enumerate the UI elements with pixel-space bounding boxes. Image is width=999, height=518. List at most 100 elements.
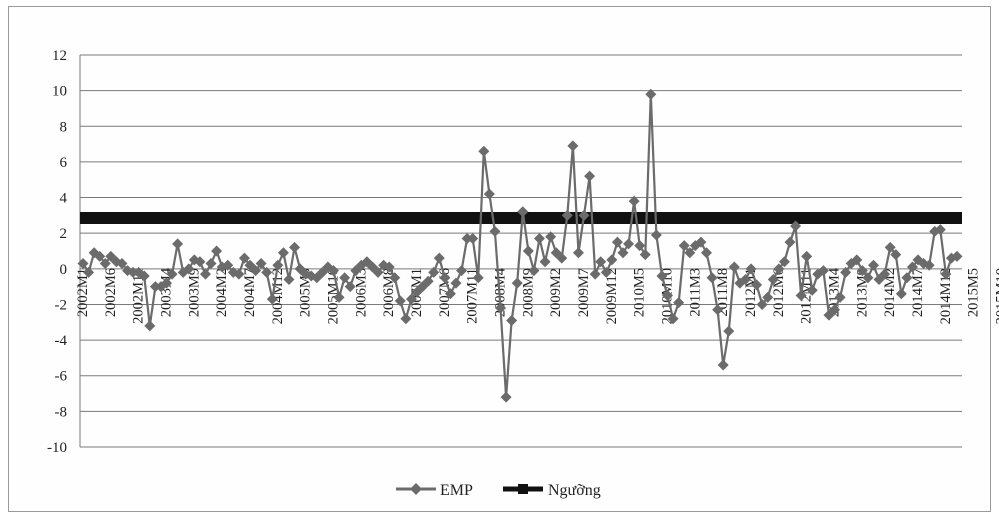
emp-point xyxy=(673,297,685,309)
y-tick-label: -4 xyxy=(55,333,68,349)
emp-point xyxy=(561,209,573,221)
emp-point xyxy=(728,261,740,273)
y-tick-label: 10 xyxy=(52,84,67,100)
emp-point xyxy=(739,274,751,286)
emp-point xyxy=(383,261,395,273)
x-tick-label: 2005M10 xyxy=(326,268,342,324)
emp-point xyxy=(951,250,963,262)
emp-point xyxy=(550,247,562,259)
x-tick-label: 2004M7 xyxy=(242,268,258,317)
x-tick-label: 2013M4 xyxy=(827,267,843,317)
emp-point xyxy=(522,245,534,257)
emp-point xyxy=(634,240,646,252)
y-tick-label: -2 xyxy=(55,297,68,313)
emp-point xyxy=(166,268,178,280)
x-tick-label: 2009M7 xyxy=(576,268,592,317)
emp-point xyxy=(428,266,440,278)
emp-point xyxy=(433,252,445,264)
emp-point xyxy=(172,238,184,250)
x-tick-label: 2009M12 xyxy=(604,268,620,324)
emp-point xyxy=(890,249,902,261)
emp-point xyxy=(444,288,456,300)
legend-threshold-label: Ngưỡng xyxy=(548,482,601,499)
emp-point xyxy=(778,256,790,268)
emp-point xyxy=(422,275,434,287)
x-tick-label: 2010M5 xyxy=(632,268,648,317)
x-tick-label: 2015M5 xyxy=(966,268,982,317)
emp-point xyxy=(194,256,206,268)
y-tick-label: 8 xyxy=(60,119,68,135)
emp-line xyxy=(82,93,958,399)
emp-point xyxy=(606,254,618,266)
emp-point xyxy=(795,290,807,302)
emp-point xyxy=(623,238,635,250)
emp-point xyxy=(138,270,150,282)
emp-point xyxy=(901,272,913,284)
emp-point xyxy=(489,225,501,237)
y-tick-label: 2 xyxy=(60,226,68,242)
emp-point xyxy=(879,268,891,280)
x-tick-label: 2011M3 xyxy=(687,268,703,317)
emp-point xyxy=(161,277,173,289)
emp-point xyxy=(127,266,139,278)
emp-point xyxy=(478,145,490,157)
legend-emp-label: EMP xyxy=(440,482,473,499)
y-tick-label: -10 xyxy=(47,440,67,456)
emp-point xyxy=(572,247,584,259)
emp-point xyxy=(222,259,234,271)
emp-point xyxy=(940,268,952,280)
emp-point xyxy=(450,277,462,289)
emp-point xyxy=(149,281,161,293)
emp-point xyxy=(567,140,579,152)
x-tick-label: 2003M4 xyxy=(159,267,175,317)
emp-point xyxy=(272,259,284,271)
x-tick-label: 2007M11 xyxy=(465,268,481,324)
y-tick-label: 6 xyxy=(60,155,68,171)
emp-point xyxy=(344,281,356,293)
x-axis: 2002M1 2002M6 2002M11 2003M4 2003M9 2004M2 200… xyxy=(75,267,999,324)
emp-point xyxy=(94,250,106,262)
emp-point xyxy=(250,265,262,277)
emp-point xyxy=(517,206,529,218)
emp-point xyxy=(500,391,512,403)
emp-point xyxy=(611,236,623,248)
emp-point xyxy=(756,298,768,310)
emp-point xyxy=(751,279,763,291)
emp-point xyxy=(539,256,551,268)
emp-point xyxy=(656,270,668,282)
emp-point xyxy=(461,233,473,245)
emp-point xyxy=(600,266,612,278)
emp-point xyxy=(856,265,868,277)
emp-point xyxy=(712,304,724,316)
emp-point xyxy=(695,236,707,248)
emp-point xyxy=(650,229,662,241)
emp-point xyxy=(767,274,779,286)
emp-point xyxy=(934,224,946,236)
emp-point xyxy=(394,295,406,307)
y-axis: 12 10 8 6 4 2 0 -2 -4 -6 -8 -10 xyxy=(47,48,81,456)
x-tick-label: 2008M4 xyxy=(493,267,509,317)
emp-point xyxy=(617,247,629,259)
emp-point xyxy=(277,247,289,259)
emp-point xyxy=(389,272,401,284)
emp-point xyxy=(116,257,128,269)
emp-point xyxy=(834,291,846,303)
emp-point xyxy=(233,268,245,280)
x-tick-label: 2009M2 xyxy=(548,268,564,317)
emp-point xyxy=(684,247,696,259)
emp-point xyxy=(83,266,95,278)
emp-point xyxy=(472,272,484,284)
emp-point xyxy=(773,263,785,275)
emp-point xyxy=(533,233,545,245)
emp-point xyxy=(506,314,518,326)
emp-point xyxy=(339,272,351,284)
x-tick-label: 2008M9 xyxy=(520,268,536,317)
emp-point xyxy=(88,247,100,259)
emp-point xyxy=(840,266,852,278)
emp-point xyxy=(528,265,540,277)
emp-series xyxy=(77,88,963,403)
emp-point xyxy=(700,247,712,259)
emp-point xyxy=(595,256,607,268)
y-tick-label: -6 xyxy=(55,369,68,385)
